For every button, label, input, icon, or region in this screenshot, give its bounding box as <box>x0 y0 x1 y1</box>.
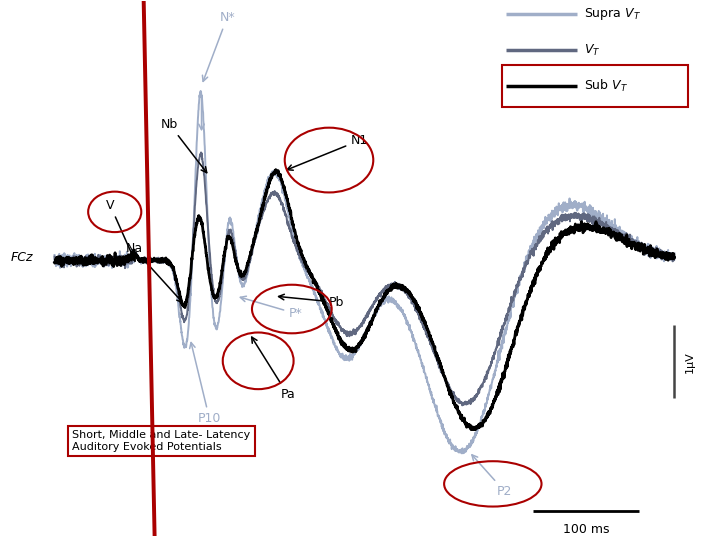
Text: P10: P10 <box>189 342 221 426</box>
Text: Sub $V_T$: Sub $V_T$ <box>584 78 629 93</box>
Text: V: V <box>106 199 135 261</box>
Text: $V_T$: $V_T$ <box>584 43 600 58</box>
Text: Supra $V_T$: Supra $V_T$ <box>584 6 641 22</box>
Text: Short, Middle and Late- Latency
Auditory Evoked Potentials: Short, Middle and Late- Latency Auditory… <box>72 430 251 452</box>
Text: N1: N1 <box>287 134 369 170</box>
Text: P2: P2 <box>472 455 513 498</box>
Text: 1μV: 1μV <box>685 351 695 373</box>
Text: Nb: Nb <box>161 118 207 173</box>
Text: Pa: Pa <box>252 337 295 401</box>
Text: Pb: Pb <box>279 294 344 309</box>
Text: FCz: FCz <box>10 251 32 264</box>
Text: P*: P* <box>240 296 303 320</box>
Text: N*: N* <box>202 11 235 82</box>
Text: 100 ms: 100 ms <box>562 523 609 536</box>
Text: Na: Na <box>125 242 183 302</box>
